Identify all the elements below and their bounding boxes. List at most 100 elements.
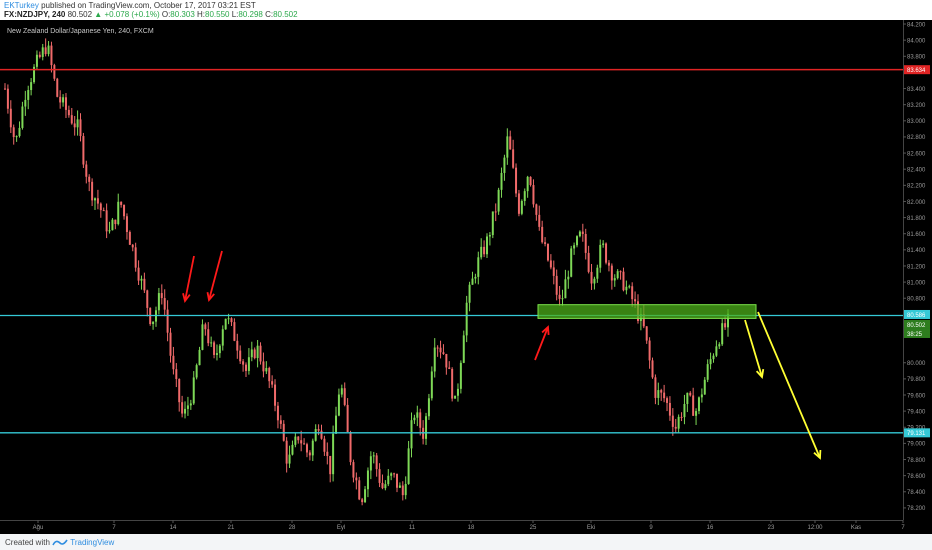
- candle-body: [265, 367, 268, 372]
- tradingview-brand[interactable]: TradingView: [70, 538, 115, 547]
- candle-body: [114, 219, 117, 225]
- candle-body: [70, 115, 73, 124]
- candle-body: [727, 313, 729, 328]
- candle-body: [239, 350, 242, 362]
- candle-body: [131, 244, 134, 248]
- candle-body: [668, 402, 671, 416]
- candle-body: [169, 332, 172, 356]
- price-chart[interactable]: New Zealand Dollar/Japanese Yen, 240, FX…: [0, 20, 932, 534]
- price-tick-label: 81.600: [907, 232, 926, 238]
- symbol-line: FX:NZDJPY, 240 80.502 ▲ +0.078 (+0.1%) O…: [4, 10, 298, 19]
- candle-body: [596, 267, 599, 279]
- price-tick-label: 79.600: [907, 393, 926, 399]
- candle-body: [163, 298, 166, 310]
- candle-body: [364, 489, 367, 503]
- candle-body: [15, 136, 18, 138]
- change-up-icon: ▲: [94, 10, 103, 19]
- candle-body: [314, 429, 317, 441]
- candle-body: [35, 54, 38, 67]
- candle-body: [157, 293, 160, 311]
- candle-body: [486, 236, 488, 255]
- candle-body: [332, 433, 335, 475]
- time-tick-label: 12:00: [807, 525, 823, 531]
- candle-body: [79, 119, 82, 137]
- candle-body: [279, 420, 282, 424]
- candle-body: [21, 106, 24, 128]
- candle-body: [474, 276, 477, 279]
- candle-body: [76, 119, 79, 128]
- author-link[interactable]: EKTurkey: [4, 1, 39, 10]
- price-tick-label: 82.800: [907, 135, 926, 141]
- symbol-label: FX:NZDJPY, 240: [4, 10, 66, 19]
- red-arrow-zone-test[interactable]: [534, 325, 550, 361]
- yellow-arrow-short[interactable]: [744, 319, 765, 379]
- candle-body: [291, 444, 294, 455]
- yellow-arrow-target[interactable]: [757, 311, 822, 460]
- candle-body: [555, 275, 558, 295]
- candle-body: [657, 390, 660, 398]
- candle-body: [488, 235, 491, 237]
- price-tick-label: 82.000: [907, 200, 926, 206]
- price-change: +0.078 (+0.1%): [104, 10, 160, 19]
- candle-body: [305, 444, 308, 453]
- candle-body: [666, 398, 669, 403]
- resistance-zone[interactable]: [537, 304, 757, 319]
- high-label: H:: [197, 10, 205, 19]
- candle-body: [718, 344, 721, 347]
- candle-body: [33, 66, 36, 83]
- candle-body: [56, 78, 59, 97]
- candle-body: [355, 477, 358, 481]
- resistance-price-label-bg: [904, 309, 930, 319]
- candle-body: [215, 353, 218, 355]
- candle-body: [628, 286, 631, 288]
- candle-body: [503, 157, 506, 173]
- candle-body: [317, 429, 320, 431]
- chart-area[interactable]: New Zealand Dollar/Japanese Yen, 240, FX…: [0, 20, 932, 534]
- candle-body: [535, 204, 538, 215]
- candle-body: [564, 279, 567, 299]
- candle-body: [160, 293, 163, 299]
- candle-body: [195, 365, 198, 378]
- red-arrow-first-top[interactable]: [182, 255, 195, 304]
- candle-body: [683, 403, 686, 418]
- candle-body: [12, 127, 15, 138]
- candle-body: [50, 45, 53, 66]
- candle-body: [526, 176, 529, 192]
- candle-body: [671, 415, 674, 427]
- candle-body: [262, 361, 265, 372]
- plot-background: [0, 20, 903, 520]
- candle-body: [335, 415, 338, 434]
- candle-body: [175, 369, 178, 380]
- candle-body: [549, 260, 552, 268]
- candle-body: [404, 483, 407, 496]
- candle-body: [308, 452, 311, 456]
- support-price-label: 79.131: [907, 431, 926, 437]
- candle-body: [384, 484, 387, 489]
- candle-body: [523, 191, 526, 201]
- price-tick-label: 78.800: [907, 458, 926, 464]
- red-arrow-second-top[interactable]: [206, 250, 223, 302]
- price-tick-label: 83.800: [907, 55, 926, 61]
- support-price-label-bg: [904, 428, 930, 438]
- candle-body: [146, 290, 149, 308]
- candle-body: [680, 416, 683, 418]
- price-tick-label: 82.400: [907, 167, 926, 173]
- chart-title: New Zealand Dollar/Japanese Yen, 240, FX…: [7, 28, 154, 35]
- publish-info: published on TradingView.com, October 17…: [41, 1, 256, 10]
- candle-body: [541, 226, 544, 243]
- candle-body: [253, 349, 256, 359]
- candle-body: [686, 392, 689, 404]
- candle-body: [245, 364, 247, 371]
- candle-body: [573, 245, 576, 249]
- top-resistance-price-label-bg: [904, 65, 930, 75]
- candle-body: [108, 230, 111, 232]
- candle-body: [427, 398, 430, 417]
- resistance-price-label: 80.586: [907, 313, 926, 319]
- candle-body: [401, 485, 404, 496]
- candle-body: [546, 243, 549, 261]
- price-tick-label: 82.200: [907, 184, 926, 190]
- candle-body: [242, 361, 245, 365]
- candle-body: [259, 345, 262, 362]
- candle-body: [529, 176, 532, 186]
- candle-body: [584, 233, 587, 253]
